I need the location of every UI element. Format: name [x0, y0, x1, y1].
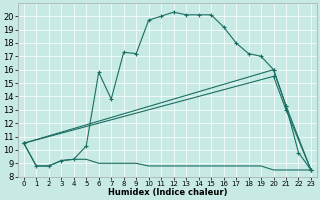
X-axis label: Humidex (Indice chaleur): Humidex (Indice chaleur)	[108, 188, 227, 197]
